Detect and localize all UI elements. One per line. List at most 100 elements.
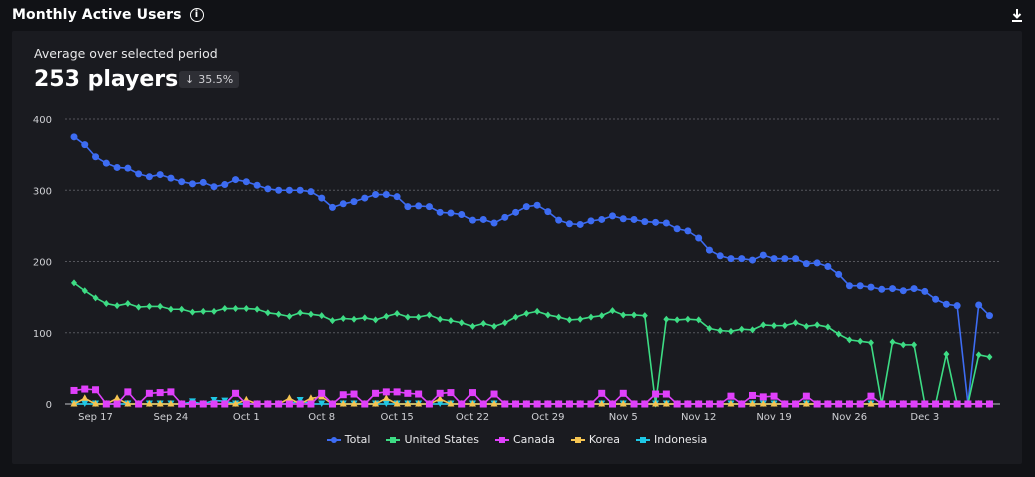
point-united-states bbox=[275, 310, 282, 318]
point-total bbox=[576, 220, 584, 228]
point-united-states bbox=[867, 339, 874, 347]
point-korea bbox=[619, 400, 627, 407]
point-total bbox=[156, 171, 164, 179]
point-canada bbox=[727, 392, 735, 400]
point-united-states bbox=[727, 327, 734, 335]
point-total bbox=[328, 203, 336, 211]
point-canada bbox=[102, 400, 110, 408]
point-total bbox=[684, 227, 692, 235]
point-total bbox=[910, 285, 918, 293]
point-total bbox=[468, 216, 476, 224]
y-tick-label: 400 bbox=[33, 115, 52, 126]
point-canada bbox=[307, 400, 315, 408]
point-total bbox=[953, 302, 961, 310]
legend-item-korea[interactable]: Korea bbox=[570, 433, 621, 446]
legend-label: Indonesia bbox=[654, 433, 708, 446]
point-canada bbox=[975, 400, 983, 408]
point-canada bbox=[113, 400, 121, 408]
point-canada bbox=[199, 400, 207, 408]
point-total bbox=[770, 255, 778, 263]
point-canada bbox=[598, 389, 606, 397]
legend-item-total[interactable]: Total bbox=[326, 433, 370, 446]
point-canada bbox=[932, 400, 940, 408]
point-canada bbox=[393, 388, 401, 396]
info-icon[interactable]: i bbox=[189, 8, 204, 22]
point-united-states bbox=[641, 312, 648, 320]
point-total bbox=[70, 133, 78, 141]
point-canada bbox=[921, 400, 929, 408]
point-korea bbox=[167, 400, 175, 407]
point-canada bbox=[565, 400, 573, 408]
download-icon[interactable] bbox=[1011, 8, 1023, 24]
point-united-states bbox=[534, 307, 541, 315]
point-total bbox=[285, 186, 293, 194]
point-korea bbox=[404, 400, 412, 407]
series-total bbox=[70, 133, 993, 408]
point-canada bbox=[910, 400, 918, 408]
point-total bbox=[555, 216, 563, 224]
point-total bbox=[372, 191, 380, 199]
point-united-states bbox=[340, 315, 347, 322]
point-korea bbox=[652, 400, 660, 407]
point-united-states bbox=[243, 305, 250, 313]
point-total bbox=[275, 186, 283, 194]
point-united-states bbox=[835, 330, 842, 338]
line-total bbox=[73, 136, 991, 405]
point-canada bbox=[501, 400, 509, 408]
point-total bbox=[447, 209, 455, 217]
point-korea bbox=[307, 394, 315, 401]
point-total bbox=[899, 287, 907, 295]
point-canada bbox=[533, 400, 541, 408]
point-total bbox=[609, 212, 616, 220]
legend-swatch-icon bbox=[636, 436, 651, 444]
point-total bbox=[878, 285, 886, 293]
point-canada bbox=[942, 400, 950, 408]
point-total bbox=[501, 213, 509, 221]
point-total bbox=[145, 173, 153, 181]
point-united-states bbox=[781, 322, 788, 330]
point-korea bbox=[802, 400, 810, 407]
point-canada bbox=[889, 400, 897, 408]
point-korea bbox=[92, 400, 100, 407]
point-united-states bbox=[846, 336, 853, 344]
point-total bbox=[695, 234, 703, 242]
legend-label: Korea bbox=[588, 433, 621, 446]
point-united-states bbox=[103, 300, 110, 308]
point-canada bbox=[673, 400, 681, 408]
point-total bbox=[458, 210, 466, 218]
point-united-states bbox=[814, 321, 821, 329]
point-canada bbox=[275, 400, 283, 408]
point-united-states bbox=[351, 315, 358, 323]
legend-item-canada[interactable]: Canada bbox=[494, 433, 555, 446]
point-total bbox=[759, 251, 767, 259]
x-tick-label: Dec 3 bbox=[910, 412, 939, 423]
point-united-states bbox=[975, 351, 982, 359]
legend-item-united-states[interactable]: United States bbox=[386, 433, 479, 446]
point-korea bbox=[372, 400, 380, 407]
point-canada bbox=[221, 400, 229, 408]
point-canada bbox=[867, 392, 875, 400]
point-canada bbox=[684, 400, 692, 408]
point-total bbox=[490, 219, 498, 227]
legend-item-indonesia[interactable]: Indonesia bbox=[636, 433, 707, 446]
point-total bbox=[81, 141, 89, 149]
point-united-states bbox=[771, 322, 778, 330]
point-united-states bbox=[695, 316, 702, 324]
point-total bbox=[210, 183, 218, 191]
point-united-states bbox=[512, 313, 519, 321]
point-total bbox=[167, 174, 175, 182]
point-total bbox=[415, 202, 423, 210]
point-canada bbox=[878, 400, 886, 408]
chart-card: Average over selected period 253 players… bbox=[12, 31, 1022, 464]
point-united-states bbox=[706, 324, 713, 332]
point-total bbox=[135, 170, 143, 178]
point-united-states bbox=[663, 315, 670, 323]
point-united-states bbox=[135, 303, 142, 311]
point-total bbox=[339, 200, 347, 208]
point-united-states bbox=[480, 319, 487, 327]
point-total bbox=[253, 181, 261, 189]
point-total bbox=[673, 225, 681, 233]
point-united-states bbox=[717, 327, 724, 335]
point-total bbox=[522, 203, 530, 211]
point-united-states bbox=[437, 315, 444, 323]
